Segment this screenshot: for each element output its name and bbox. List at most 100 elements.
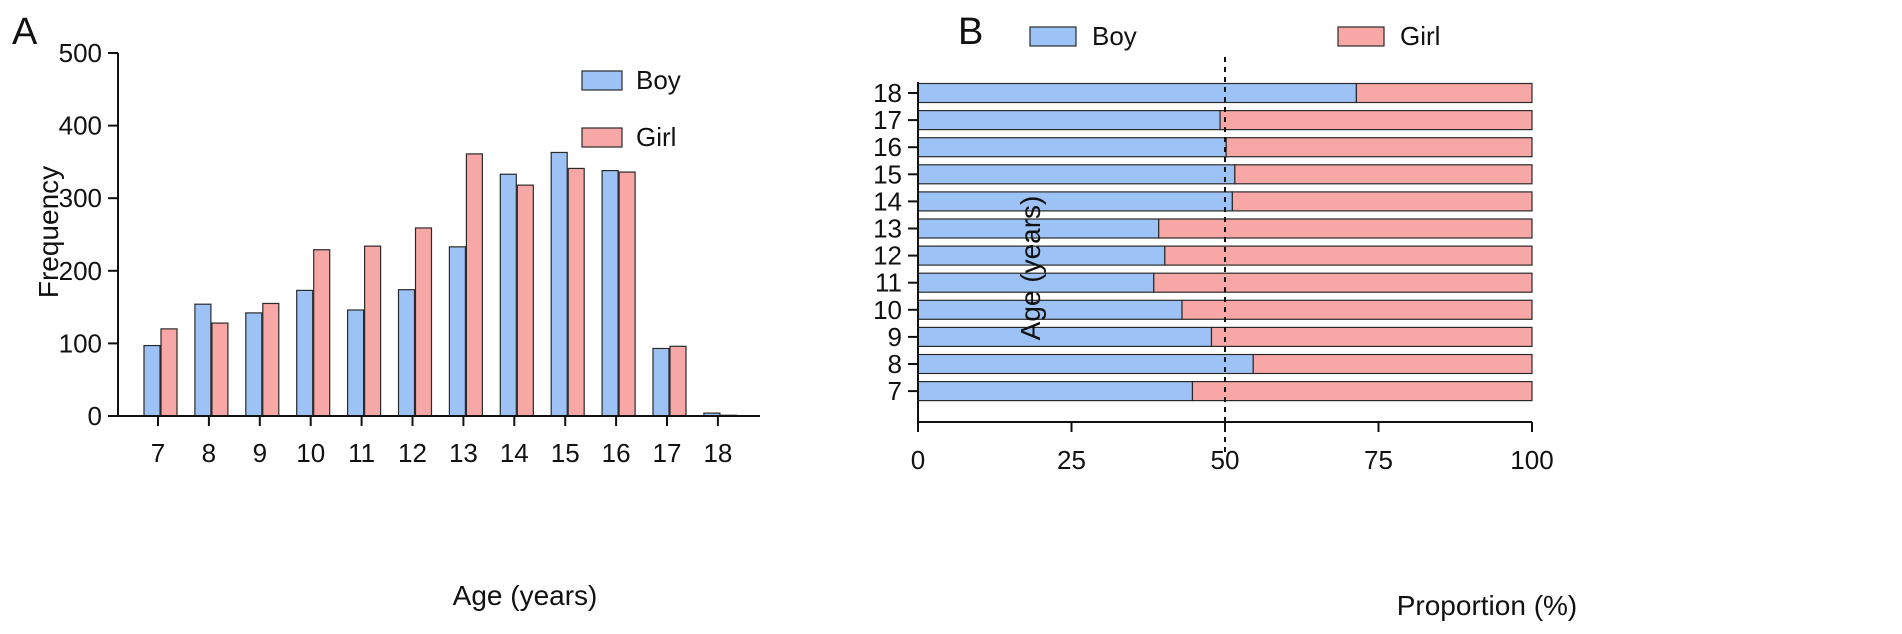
bar-girl-age-18 [1355,82,1533,104]
bar-boy-age-12 [397,289,416,417]
panel-b-x-axis-label: Proportion (%) [1397,590,1578,621]
y-tick-label: 17 [873,105,902,135]
bar-boy-age-9 [917,326,1213,347]
legend-swatch-girl [581,127,623,148]
legend-label-boy: Boy [1092,21,1137,51]
bar-girl-age-17 [1219,109,1533,131]
bar-girl-age-7 [160,328,178,417]
x-tick-label: 9 [253,438,267,468]
bar-girl-age-15 [1234,164,1533,185]
legend-swatch-boy [1029,26,1077,47]
x-tick-label: 14 [500,438,529,468]
x-tick-label: 25 [1057,445,1086,475]
bar-girl-age-16 [618,171,636,417]
panel-b-bars [917,82,1533,402]
bar-boy-age-17 [917,109,1221,131]
y-tick-label: 300 [59,183,102,213]
bar-girl-age-8 [211,322,229,417]
bar-boy-age-8 [194,303,212,417]
bar-boy-age-7 [143,344,161,417]
bar-girl-age-14 [516,184,534,417]
legend-swatch-boy [581,70,623,91]
legend-swatch-girl [1337,26,1385,47]
bar-boy-age-10 [296,289,314,417]
bar-girl-age-12 [414,227,433,417]
panel-a-x-axis-label: Age (years) [453,580,598,611]
x-tick-label: 17 [653,438,682,468]
bar-girl-age-10 [313,249,331,417]
y-tick-label: 11 [875,268,902,298]
panel-a-letter: A [12,11,38,53]
y-tick-label: 9 [888,322,902,352]
x-tick-label: 18 [703,438,732,468]
x-tick-label: 15 [551,438,580,468]
y-tick-label: 10 [873,295,902,325]
bar-girl-age-9 [1210,326,1533,347]
x-tick-label: 10 [296,438,325,468]
bar-boy-age-8 [917,353,1254,375]
bar-boy-age-14 [499,173,517,417]
bar-boy-age-9 [245,312,263,417]
panel-a-bars [143,151,738,417]
y-tick-label: 13 [873,214,902,244]
x-tick-label: 13 [449,438,478,468]
y-tick-label: 16 [873,132,902,162]
y-tick-label: 15 [873,159,902,189]
x-tick-label: 7 [151,438,165,468]
panel-a-axes: 7 8 9 10 11 12 13 14 15 16 17 18 0 100 200 300 400 500 [59,38,760,468]
y-tick-label: 14 [873,186,902,216]
y-tick-label: 18 [873,78,902,108]
panel-b-letter: B [958,11,983,53]
x-tick-label: 16 [602,438,631,468]
y-tick-label: 0 [88,401,102,431]
bar-girl-age-12 [1164,245,1533,266]
bar-girl-age-9 [262,302,280,417]
panel-a-y-axis-label: Frequency [33,166,64,298]
y-tick-label: 400 [59,111,102,141]
y-tick-label: 8 [888,349,902,379]
panel-b-y-axis-label: Age (years) [1015,196,1046,341]
bar-girl-age-11 [1153,272,1533,293]
bar-girl-age-7 [1191,381,1533,402]
y-tick-label: 500 [59,38,102,68]
panel-b-legend: Boy Girl [1029,21,1440,51]
bar-boy-age-15 [917,164,1236,185]
bar-boy-age-15 [550,151,568,417]
x-tick-label: 11 [348,438,375,468]
bar-girl-age-8 [1252,353,1533,375]
bar-boy-age-18 [917,82,1357,104]
legend-label-girl: Girl [1400,21,1440,51]
y-tick-label: 12 [873,241,902,271]
bar-girl-age-14 [1231,191,1533,212]
panel-a-legend: Boy Girl [581,65,681,152]
bar-girl-age-16 [1225,137,1533,158]
bar-boy-age-13 [448,246,466,417]
legend-label-girl: Girl [636,122,676,152]
bar-girl-age-10 [1181,299,1533,320]
bar-boy-age-16 [917,137,1227,158]
bar-boy-age-16 [601,170,619,417]
bar-girl-age-13 [1158,218,1533,239]
bar-girl-age-11 [364,245,382,417]
bar-girl-age-15 [567,167,585,417]
bar-boy-age-11 [347,309,365,417]
y-tick-label: 7 [888,376,902,406]
x-tick-label: 8 [202,438,216,468]
x-tick-label: 12 [398,438,427,468]
bar-boy-age-10 [917,299,1183,320]
y-tick-label: 200 [59,256,102,286]
bar-boy-age-17 [652,347,670,417]
bar-boy-age-7 [917,381,1194,402]
bar-girl-age-13 [465,153,483,417]
x-tick-label: 50 [1211,445,1240,475]
bar-boy-age-14 [917,191,1233,212]
bar-girl-age-17 [669,345,687,417]
y-tick-label: 100 [59,328,102,358]
x-tick-label: 75 [1364,445,1393,475]
x-tick-label: 0 [911,445,925,475]
legend-label-boy: Boy [636,65,681,95]
x-tick-label: 100 [1510,445,1553,475]
